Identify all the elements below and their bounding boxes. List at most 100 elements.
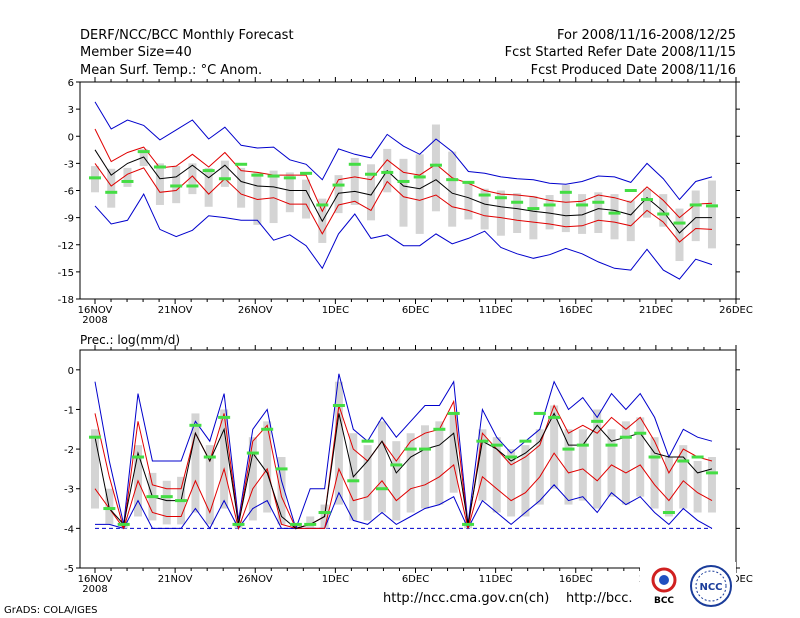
bcc-url[interactable]: http://bcc. <box>566 591 633 606</box>
prec-marker <box>89 435 101 439</box>
temp-box <box>367 164 376 221</box>
prec-marker <box>462 522 475 526</box>
temp-ytick-label: -9 <box>64 214 74 225</box>
prec-marker <box>117 522 130 526</box>
temp-box <box>448 151 457 227</box>
prec-box <box>421 425 430 509</box>
prec-box <box>363 445 372 521</box>
temp-marker <box>673 221 686 225</box>
prec-marker <box>548 415 561 419</box>
prec-box <box>636 417 645 497</box>
prec-box <box>693 460 702 513</box>
temp-marker <box>170 184 183 188</box>
temp-ytick-label: 3 <box>68 105 74 116</box>
temp-marker <box>316 203 329 207</box>
started-date: Fcst Started Refer Date 2008/11/15 <box>505 45 736 60</box>
prec-marker <box>390 463 403 467</box>
temp-marker <box>89 176 101 180</box>
prec-marker <box>490 443 503 447</box>
temp-ytick-label: -18 <box>58 295 74 306</box>
prec-marker <box>189 423 202 427</box>
prec-marker <box>132 455 145 459</box>
temp-box <box>107 168 116 208</box>
prec-box <box>535 429 544 505</box>
prec-marker <box>648 455 661 459</box>
temp-box <box>285 172 294 213</box>
prec-chart: 0 -1 -2 -3 -4 -5 16NOV 21NOV 26NOV 1DEC 6DEC 11DEC 1… <box>64 345 753 595</box>
temp-marker <box>218 177 231 181</box>
temp-box <box>610 194 619 240</box>
prec-box <box>650 437 659 509</box>
temp-box <box>675 208 684 262</box>
prec-marker <box>304 522 317 526</box>
temp-box <box>659 194 668 227</box>
temp-marker <box>543 203 556 207</box>
ncc-url[interactable]: http://ncc.cma.gov.cn(ch) <box>383 591 549 606</box>
prec-year-label: 2008 <box>82 584 107 595</box>
temp-ytick-label: -3 <box>64 159 74 170</box>
grads-credit: GrADS: COLA/IGES <box>4 605 98 616</box>
prec-marker <box>203 455 216 459</box>
prec-xtick-label: 11DEC <box>479 574 513 585</box>
temp-marker <box>348 162 361 166</box>
prec-marker <box>404 447 417 451</box>
temp-mean-line <box>94 149 712 234</box>
temp-upper-quartile-line <box>94 128 713 219</box>
prec-marker <box>605 443 618 447</box>
temp-chart: 6 3 0 -3 -6 -9 -12 -15 -18 16NOV 21NOV 26NOV 1DEC 6DE… <box>58 77 753 326</box>
prec-marker <box>289 522 302 526</box>
temp-xtick-label: 11DEC <box>479 305 513 316</box>
temp-box <box>220 160 229 187</box>
prec-marker <box>246 451 259 455</box>
temp-box <box>707 180 716 249</box>
temp-box <box>545 195 554 230</box>
temp-marker <box>251 173 264 177</box>
temp-ytick-label: -6 <box>64 187 74 198</box>
temp-xtick-label: 21DEC <box>639 305 673 316</box>
prec-box <box>664 457 673 517</box>
temp-marker <box>283 176 296 180</box>
figure-title: DERF/NCC/BCC Monthly Forecast <box>80 28 294 43</box>
prec-marker <box>677 459 690 463</box>
temp-box <box>480 188 489 230</box>
prec-box <box>550 405 559 489</box>
prec-box <box>220 409 229 509</box>
prec-marker <box>375 487 388 491</box>
temp-marker <box>657 212 670 216</box>
temp-box <box>399 158 408 227</box>
prec-marker <box>160 495 173 499</box>
temp-box <box>496 190 505 236</box>
temp-box <box>513 193 522 233</box>
prec-marker <box>533 411 546 415</box>
prec-marker <box>361 439 374 443</box>
prec-box <box>478 429 487 501</box>
prec-ytick-label: 0 <box>68 366 74 377</box>
temp-max-line <box>94 101 713 201</box>
temp-marker <box>413 175 426 179</box>
temp-marker <box>641 198 654 202</box>
temp-box <box>431 124 440 212</box>
temp-marker <box>121 179 134 183</box>
temp-marker <box>624 189 637 192</box>
prec-xtick-label: 21NOV <box>158 574 193 585</box>
temp-box <box>155 163 164 205</box>
prec-mean-line <box>94 412 713 529</box>
prec-box <box>492 437 501 513</box>
prec-xtick-label: 26DEC <box>719 574 753 585</box>
temp-min-line <box>94 193 713 280</box>
temp-box <box>269 170 278 224</box>
prec-box <box>377 421 386 513</box>
temp-year-label: 2008 <box>82 315 107 326</box>
temp-marker <box>478 193 491 197</box>
prec-box <box>248 437 257 521</box>
prec-box <box>162 480 171 525</box>
ncc-logo-text: NCC <box>699 582 722 593</box>
prec-box <box>435 421 444 505</box>
prec-box <box>449 413 458 493</box>
temp-box <box>578 194 587 234</box>
prec-marker <box>447 411 460 415</box>
temp-ytick-label: -15 <box>58 268 74 279</box>
temp-box <box>464 183 473 220</box>
prec-box <box>191 413 200 513</box>
prec-marker <box>175 499 188 503</box>
